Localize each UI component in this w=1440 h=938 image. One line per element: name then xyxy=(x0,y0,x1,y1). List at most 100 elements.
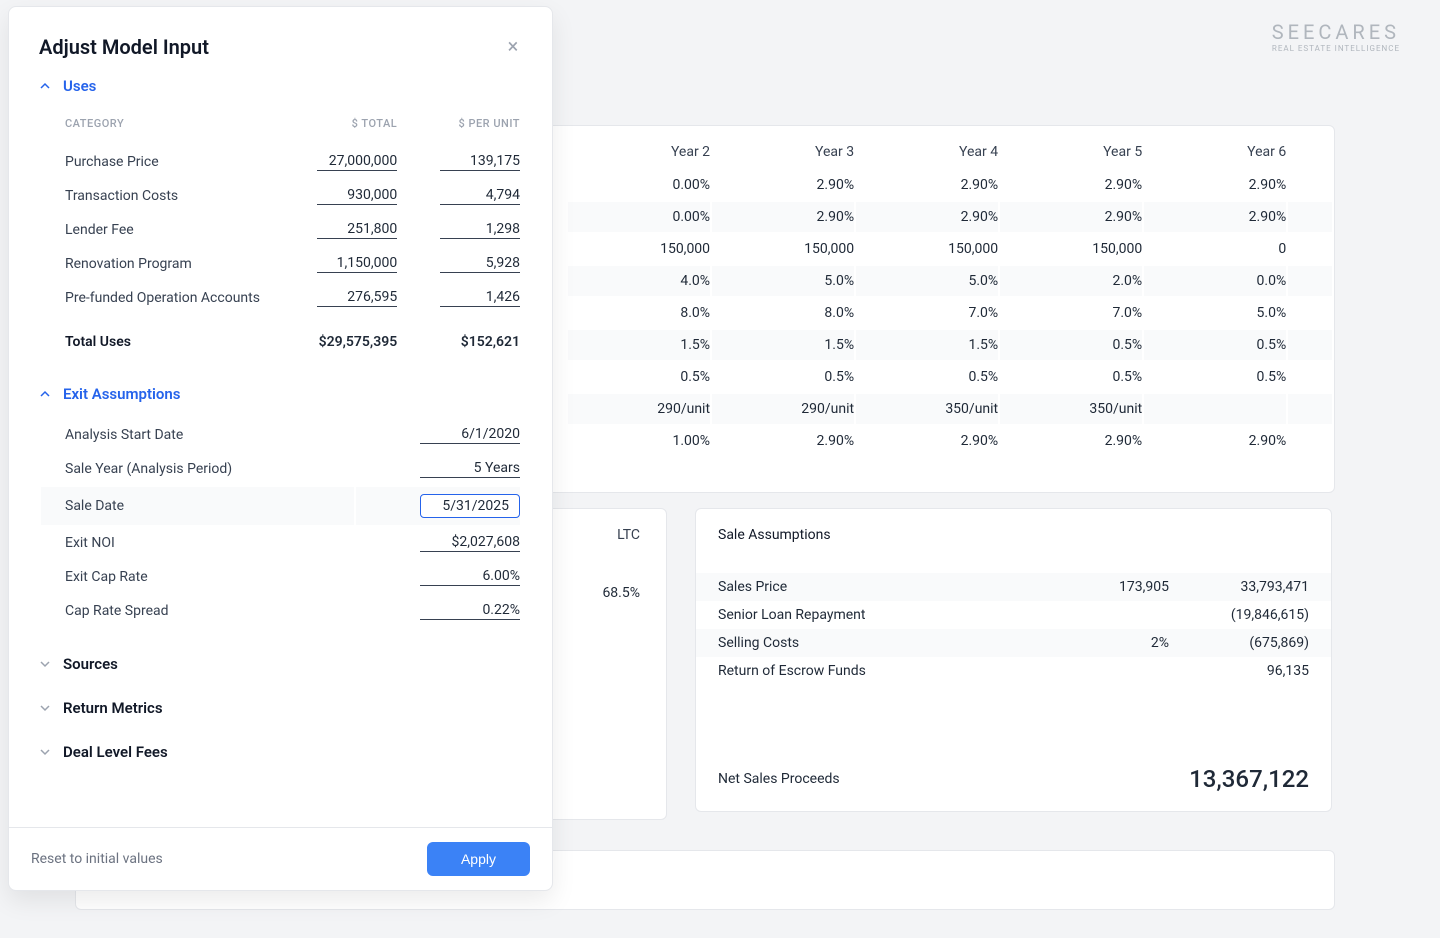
exit-row-input[interactable]: 5/31/2025 xyxy=(356,487,520,525)
deal-fees-section-header[interactable]: Deal Level Fees xyxy=(39,743,522,761)
reset-button[interactable]: Reset to initial values xyxy=(31,851,163,867)
year-cell: 1.5% xyxy=(568,330,710,360)
brand-logo-area: SEECARES REAL ESTATE INTELLIGENCE xyxy=(1272,20,1400,53)
year-cell: 2.90% xyxy=(1144,170,1286,200)
exit-row-label: Exit Cap Rate xyxy=(41,561,354,593)
exit-row-input[interactable]: 6/1/2020 xyxy=(356,419,520,451)
uses-row-total[interactable]: 930,000 xyxy=(302,180,397,212)
sale-row-label: Senior Loan Repayment xyxy=(718,607,1069,623)
sources-section: Sources xyxy=(39,655,522,673)
exit-row: Exit Cap Rate 6.00% xyxy=(41,561,520,593)
uses-row-per-unit[interactable]: 1,426 xyxy=(425,282,520,314)
exit-row-label: Exit NOI xyxy=(41,527,354,559)
uses-row-total[interactable]: 251,800 xyxy=(302,214,397,246)
exit-section: Exit Assumptions Analysis Start Date 6/1… xyxy=(39,385,522,629)
sale-row-v2: (675,869) xyxy=(1169,635,1309,651)
exit-row-label: Cap Rate Spread xyxy=(41,595,354,627)
return-metrics-section: Return Metrics xyxy=(39,699,522,717)
exit-row-input[interactable]: 0.22% xyxy=(356,595,520,627)
uses-col-category: CATEGORY xyxy=(41,111,300,144)
uses-row: Lender Fee 251,800 1,298 xyxy=(41,214,520,246)
exit-row-input[interactable]: 6.00% xyxy=(356,561,520,593)
chevron-down-icon xyxy=(39,702,51,714)
year-cell: 150,000 xyxy=(712,234,854,264)
exit-section-title: Exit Assumptions xyxy=(63,385,181,403)
year-cell: 0.5% xyxy=(1000,362,1142,392)
year-cell: 1.5% xyxy=(856,330,998,360)
sale-row: Senior Loan Repayment (19,846,615) xyxy=(718,601,1309,629)
year-cell: 7.0% xyxy=(856,298,998,328)
return-metrics-section-header[interactable]: Return Metrics xyxy=(39,699,522,717)
uses-row: Purchase Price 27,000,000 139,175 xyxy=(41,146,520,178)
year-cell: 7.0% xyxy=(1000,298,1142,328)
net-sales-row: Net Sales Proceeds 13,367,122 xyxy=(718,765,1309,793)
apply-button[interactable]: Apply xyxy=(427,842,530,876)
year-header: Year 5 xyxy=(1000,128,1142,168)
year-cell: 2.90% xyxy=(1000,426,1142,456)
sale-row-label: Return of Escrow Funds xyxy=(718,663,1069,679)
year-cell: 2.90% xyxy=(1000,202,1142,232)
uses-row-per-unit[interactable]: 139,175 xyxy=(425,146,520,178)
exit-row-input[interactable]: 5 Years xyxy=(356,453,520,485)
year-cell: 2.90% xyxy=(856,202,998,232)
chevron-down-icon xyxy=(39,658,51,670)
year-cell: 5.0% xyxy=(1144,298,1286,328)
uses-section: Uses CATEGORY $ TOTAL $ PER UNIT Purchas… xyxy=(39,77,522,359)
year-cell: 5.0% xyxy=(712,266,854,296)
uses-row-total[interactable]: 1,150,000 xyxy=(302,248,397,280)
deal-fees-section: Deal Level Fees xyxy=(39,743,522,761)
brand-logo: SEECARES xyxy=(1272,20,1400,44)
year-cell: 0.5% xyxy=(856,362,998,392)
uses-row-label: Purchase Price xyxy=(41,146,300,178)
year-cell: 0 xyxy=(1144,234,1286,264)
exit-row-input[interactable]: $2,027,608 xyxy=(356,527,520,559)
return-metrics-title: Return Metrics xyxy=(63,699,163,717)
chevron-up-icon xyxy=(39,388,51,400)
uses-row-per-unit[interactable]: 1,298 xyxy=(425,214,520,246)
uses-row-per-unit[interactable]: 5,928 xyxy=(425,248,520,280)
year-cell: 350/unit xyxy=(1000,394,1142,424)
uses-total-per-unit: $152,621 xyxy=(425,316,520,357)
year-cell: 1.5% xyxy=(712,330,854,360)
uses-row: Renovation Program 1,150,000 5,928 xyxy=(41,248,520,280)
sale-row-label: Sales Price xyxy=(718,579,1069,595)
sale-row-v2: 33,793,471 xyxy=(1169,579,1309,595)
sale-row: Selling Costs 2% (675,869) xyxy=(696,629,1331,657)
exit-row: Exit NOI $2,027,608 xyxy=(41,527,520,559)
sale-row: Sales Price 173,905 33,793,471 xyxy=(696,573,1331,601)
year-cell: 0.0% xyxy=(1144,266,1286,296)
sources-section-header[interactable]: Sources xyxy=(39,655,522,673)
uses-section-header[interactable]: Uses xyxy=(39,77,522,95)
year-table-row: 4.0%5.0%5.0%2.0%0.0% xyxy=(568,266,1332,296)
uses-total-label: Total Uses xyxy=(41,316,300,357)
year-table-row: 0.5%0.5%0.5%0.5%0.5% xyxy=(568,362,1332,392)
uses-row-total[interactable]: 276,595 xyxy=(302,282,397,314)
year-cell: 0.00% xyxy=(568,170,710,200)
year-table-row: 1.5%1.5%1.5%0.5%0.5% xyxy=(568,330,1332,360)
uses-row-label: Renovation Program xyxy=(41,248,300,280)
year-table-row: 290/unit290/unit350/unit350/unit xyxy=(568,394,1332,424)
uses-row-per-unit[interactable]: 4,794 xyxy=(425,180,520,212)
exit-table: Analysis Start Date 6/1/2020Sale Year (A… xyxy=(39,417,522,629)
year-table-row: 0.00%2.90%2.90%2.90%2.90% xyxy=(568,202,1332,232)
year-cell: 2.90% xyxy=(1144,426,1286,456)
uses-total-row: Total Uses $29,575,395 $152,621 xyxy=(41,316,520,357)
year-cell: 2.90% xyxy=(1000,170,1142,200)
uses-total-value: $29,575,395 xyxy=(302,316,397,357)
close-button[interactable]: × xyxy=(502,35,524,57)
year-cell: 0.5% xyxy=(1144,362,1286,392)
uses-row-total[interactable]: 27,000,000 xyxy=(302,146,397,178)
sale-card-title: Sale Assumptions xyxy=(718,527,1309,543)
exit-section-header[interactable]: Exit Assumptions xyxy=(39,385,522,403)
uses-row-label: Pre-funded Operation Accounts xyxy=(41,282,300,314)
uses-row: Transaction Costs 930,000 4,794 xyxy=(41,180,520,212)
deal-fees-title: Deal Level Fees xyxy=(63,743,168,761)
year-cell: 290/unit xyxy=(568,394,710,424)
uses-section-title: Uses xyxy=(63,77,96,95)
chevron-down-icon xyxy=(39,746,51,758)
sources-section-title: Sources xyxy=(63,655,118,673)
year-cell: 8.0% xyxy=(568,298,710,328)
year-header: Year 2 xyxy=(568,128,710,168)
panel-title: Adjust Model Input xyxy=(39,35,209,59)
year-cell: 350/unit xyxy=(856,394,998,424)
